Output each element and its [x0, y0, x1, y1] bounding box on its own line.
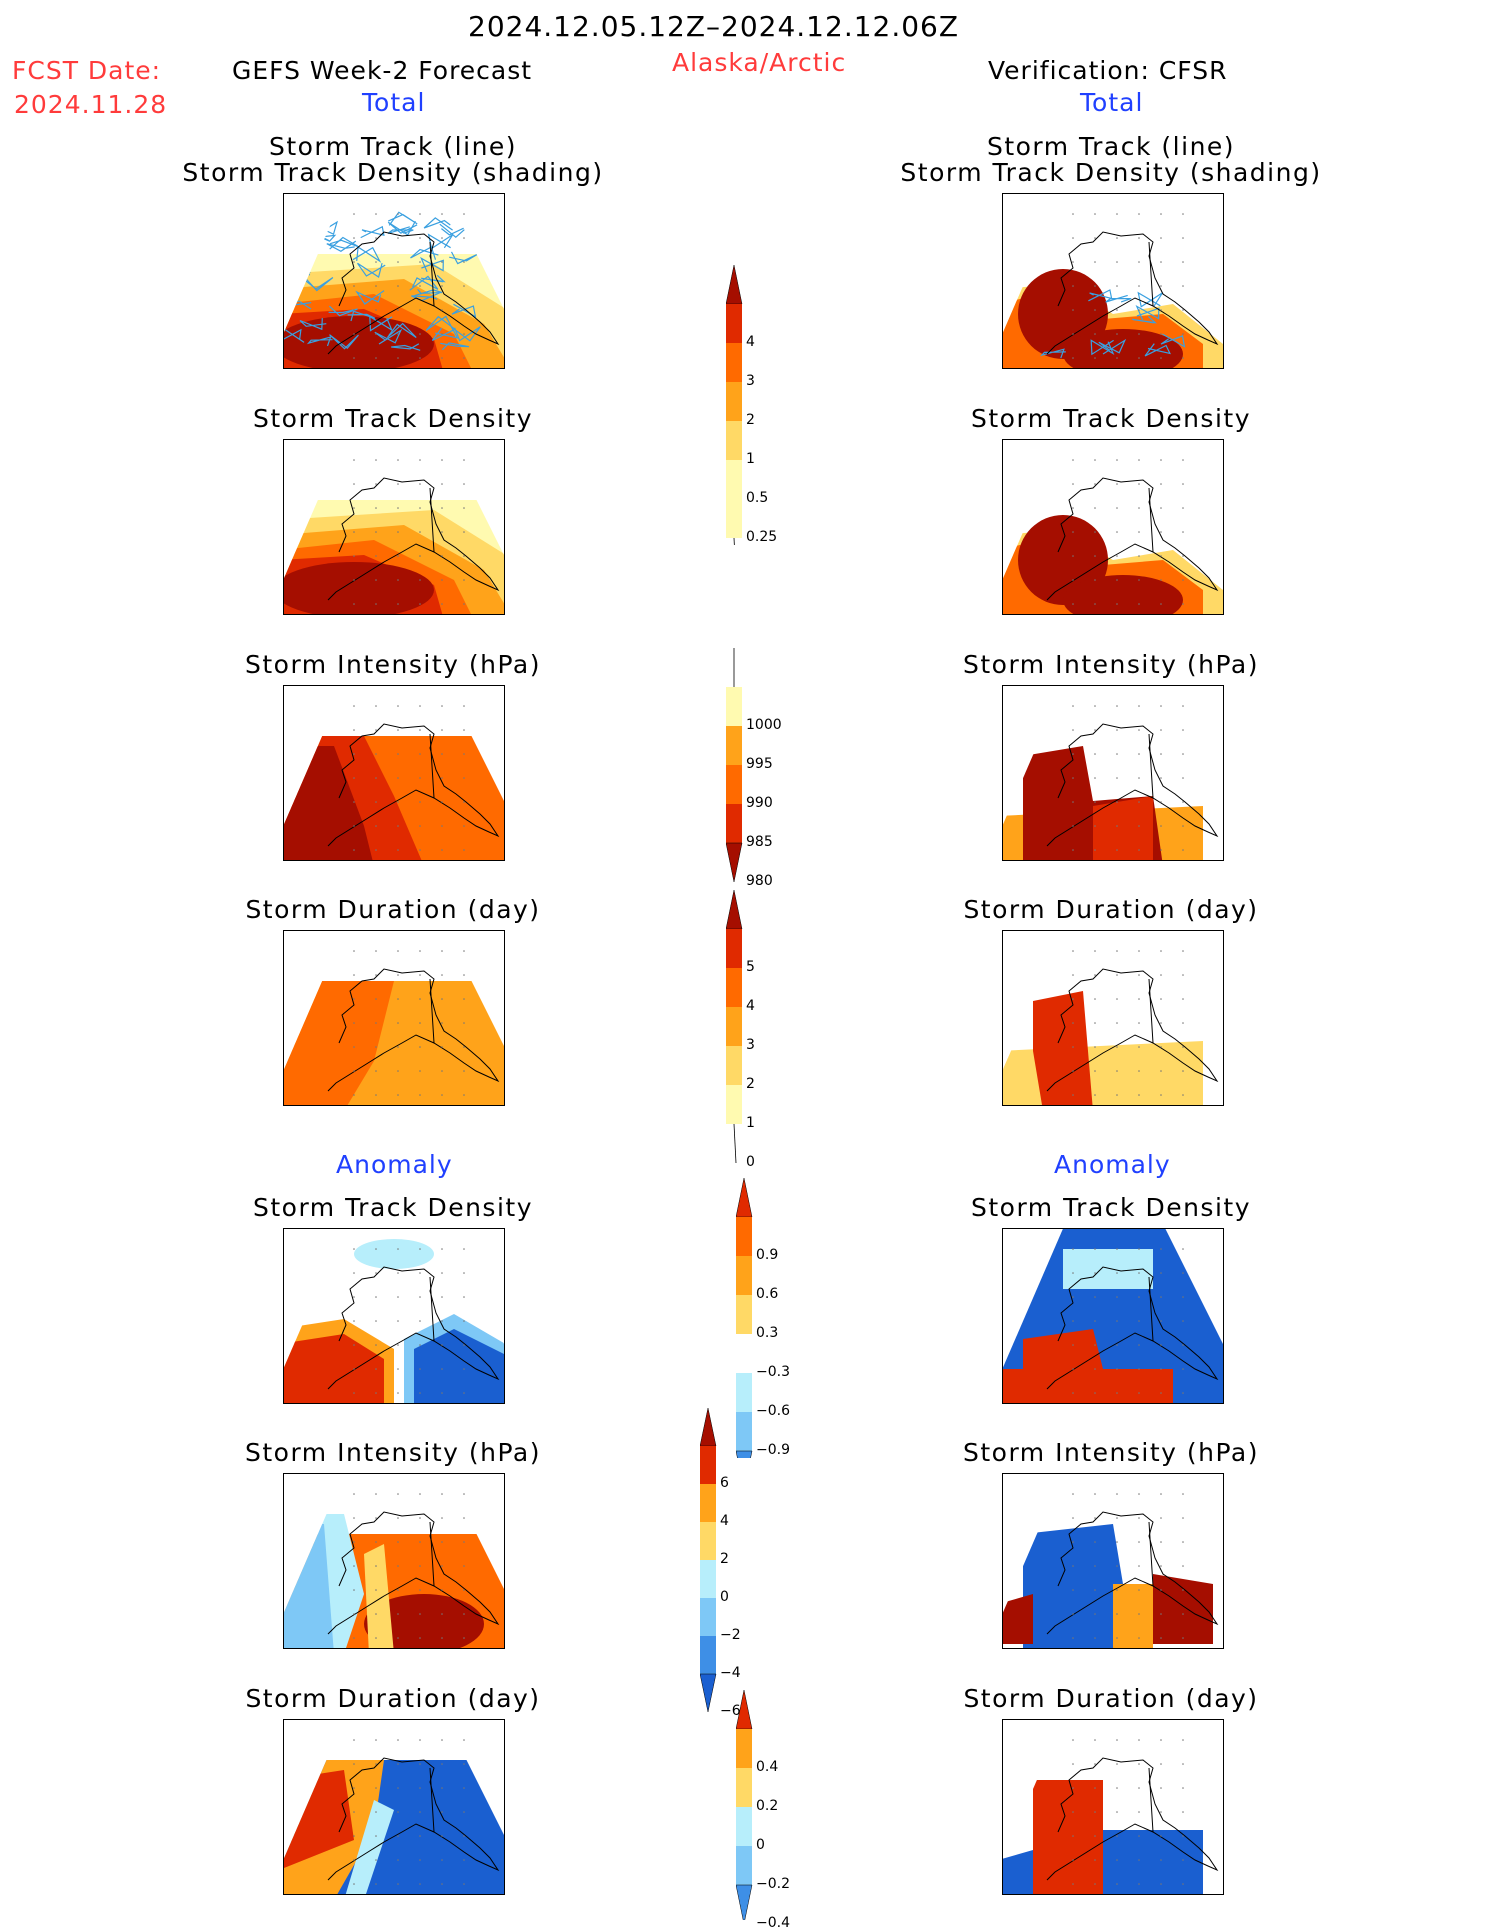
right-track-shading-title: Storm Track Density (shading)	[900, 158, 1322, 187]
colorbar-tick-label: 1	[746, 1115, 755, 1131]
right-anomaly-label: Anomaly	[1054, 1150, 1171, 1179]
right-model-title: Verification: CFSR	[988, 56, 1228, 85]
map-left-intensity	[283, 685, 505, 861]
colorbar-tick-label: 2	[720, 1551, 729, 1567]
left-anom-intensity-title: Storm Intensity (hPa)	[245, 1438, 541, 1467]
colorbar-total-density: 4 3 2 1 0.5 0.25	[726, 265, 806, 545]
colorbar-tick-label: 0.9	[756, 1247, 779, 1263]
left-anom-duration-title: Storm Duration (day)	[245, 1684, 541, 1713]
right-total-label: Total	[1080, 88, 1144, 117]
left-track-line-title: Storm Track (line)	[268, 132, 518, 161]
colorbar-tick-label: 990	[746, 795, 773, 811]
region-title: Alaska/Arctic	[672, 48, 847, 77]
colorbar-tick-label: 2	[746, 412, 755, 428]
fcst-date: 2024.11.28	[14, 90, 168, 119]
colorbar-tick-label: 985	[746, 834, 773, 850]
colorbar-tick-label: −0.3	[756, 1364, 790, 1380]
right-anom-density-title: Storm Track Density	[970, 1193, 1251, 1222]
colorbar-tick-label: 0.4	[756, 1759, 779, 1775]
left-density-title: Storm Track Density	[252, 404, 533, 433]
map-right-track	[1002, 193, 1224, 369]
colorbar-tick-label: 980	[746, 873, 773, 889]
map-right-intensity	[1002, 685, 1224, 861]
left-anomaly-label: Anomaly	[336, 1150, 453, 1179]
left-anom-density-title: Storm Track Density	[252, 1193, 533, 1222]
map-right-duration	[1002, 930, 1224, 1106]
map-left-duration	[283, 930, 505, 1106]
colorbar-tick-label: 5	[746, 959, 755, 975]
left-duration-title: Storm Duration (day)	[245, 895, 541, 924]
right-track-line-title: Storm Track (line)	[986, 132, 1236, 161]
colorbar-tick-label: 2	[746, 1076, 755, 1092]
colorbar-tick-label: 0.5	[746, 490, 769, 506]
left-total-label: Total	[362, 88, 426, 117]
map-right-density	[1002, 439, 1224, 615]
map-right-anom-intensity	[1002, 1473, 1224, 1649]
colorbar-tick-label: 0	[746, 1154, 755, 1170]
colorbar-tick-label: 1000	[746, 717, 782, 733]
colorbar-anom-duration: 0.4 0.2 0 −0.2 −0.4	[736, 1690, 816, 1931]
right-density-title: Storm Track Density	[970, 404, 1251, 433]
colorbar-tick-label: −2	[720, 1627, 741, 1643]
left-intensity-title: Storm Intensity (hPa)	[245, 650, 541, 679]
colorbar-tick-label: 3	[746, 373, 755, 389]
colorbar-anom-density: 0.9 0.6 0.3 −0.3 −0.6 −0.9	[736, 1178, 816, 1458]
right-anom-duration-title: Storm Duration (day)	[963, 1684, 1259, 1713]
left-model-title: GEFS Week-2 Forecast	[232, 56, 533, 85]
colorbar-tick-label: 1	[746, 451, 755, 467]
date-range-title: 2024.12.05.12Z–2024.12.12.06Z	[468, 10, 960, 43]
map-left-density	[283, 439, 505, 615]
colorbar-tick-label: 995	[746, 756, 773, 772]
colorbar-tick-label: −0.6	[756, 1403, 790, 1419]
colorbar-tick-label: −0.2	[756, 1876, 790, 1892]
colorbar-anom-intensity: 6 4 2 0 −2 −4 −6	[700, 1408, 780, 1719]
fcst-label: FCST Date:	[12, 56, 162, 85]
colorbar-tick-label: −0.9	[756, 1442, 790, 1458]
colorbar-tick-label: 0.6	[756, 1286, 779, 1302]
colorbar-tick-label: 4	[720, 1513, 729, 1529]
right-anom-intensity-title: Storm Intensity (hPa)	[963, 1438, 1259, 1467]
colorbar-tick-label: 0.3	[756, 1325, 779, 1341]
colorbar-tick-label: 4	[746, 998, 755, 1014]
colorbar-total-duration: 5 4 3 2 1 0	[726, 890, 806, 1170]
colorbar-tick-label: −0.4	[756, 1915, 790, 1931]
map-left-anom-density	[283, 1228, 505, 1404]
colorbar-tick-label: 0	[720, 1589, 729, 1605]
colorbar-tick-label: 0	[756, 1837, 765, 1853]
map-left-anom-duration	[283, 1719, 505, 1895]
colorbar-tick-label: 6	[720, 1475, 729, 1491]
colorbar-total-intensity: 1000 995 990 985 980	[726, 648, 806, 889]
colorbar-tick-label: 4	[746, 334, 755, 350]
map-left-anom-intensity	[283, 1473, 505, 1649]
left-track-shading-title: Storm Track Density (shading)	[182, 158, 604, 187]
map-right-anom-duration	[1002, 1719, 1224, 1895]
colorbar-tick-label: 0.25	[746, 529, 778, 545]
right-duration-title: Storm Duration (day)	[963, 895, 1259, 924]
map-left-track	[283, 193, 505, 369]
colorbar-tick-label: −4	[720, 1665, 741, 1681]
right-intensity-title: Storm Intensity (hPa)	[963, 650, 1259, 679]
map-right-anom-density	[1002, 1228, 1224, 1404]
colorbar-tick-label: 3	[746, 1037, 755, 1053]
colorbar-tick-label: −6	[720, 1703, 741, 1719]
colorbar-tick-label: 0.2	[756, 1798, 779, 1814]
